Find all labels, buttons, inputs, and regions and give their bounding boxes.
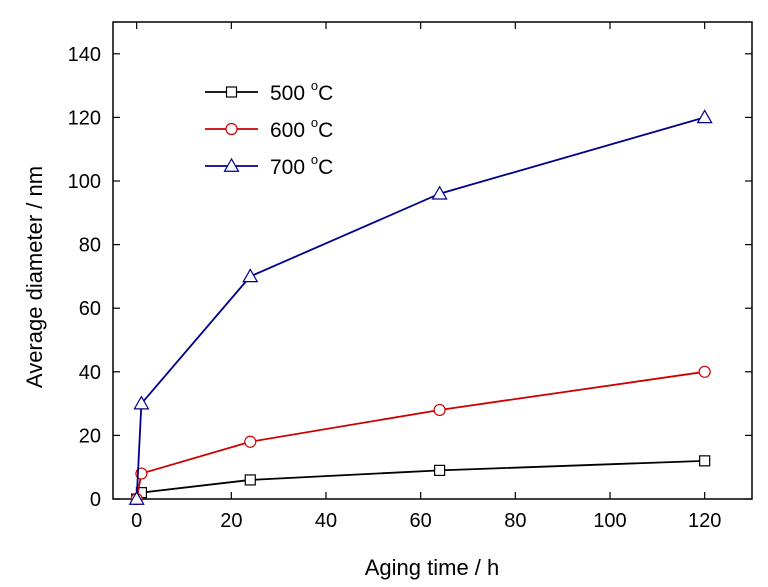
- legend-label-unit: C: [318, 119, 333, 142]
- y-axis-title: Average diameter / nm: [22, 166, 47, 388]
- series-2: [128, 109, 713, 505]
- y-tick-label: 60: [79, 298, 101, 320]
- data-point: [133, 395, 150, 410]
- series-line-2: [135, 116, 705, 500]
- x-tick-label: 100: [593, 510, 626, 532]
- legend-label-unit: C: [318, 156, 333, 179]
- x-tick-label: 0: [131, 510, 142, 532]
- y-tick-label: 140: [68, 44, 101, 66]
- legend-marker: [223, 157, 240, 172]
- y-tick-label: 120: [68, 107, 101, 129]
- y-tick-label: 80: [79, 235, 101, 257]
- legend-entry-1: 600 oC: [205, 115, 333, 142]
- legend-label: 500 oC: [270, 78, 333, 105]
- data-point: [433, 403, 446, 417]
- series-line-1: [135, 370, 705, 500]
- legend-label-unit: C: [318, 82, 333, 105]
- data-point: [696, 109, 713, 124]
- data-point: [434, 464, 446, 476]
- data-point: [699, 455, 711, 467]
- data-point: [244, 474, 256, 486]
- data-point: [244, 435, 257, 448]
- legend-label-value: 600: [270, 119, 311, 142]
- legend-label-value: 500: [270, 82, 311, 105]
- legend-label: 600 oC: [270, 115, 333, 142]
- data-point: [242, 268, 259, 283]
- legend-label-degree: o: [311, 78, 318, 93]
- legend-label-value: 700: [270, 156, 311, 179]
- x-axis-title: Aging time / h: [365, 555, 500, 580]
- legend-label-degree: o: [311, 152, 318, 167]
- x-tick-label: 40: [315, 510, 337, 532]
- legend-label: 700 oC: [270, 152, 333, 179]
- legend-marker: [225, 86, 238, 98]
- x-tick-label: 120: [688, 510, 721, 532]
- data-point: [128, 490, 145, 505]
- y-tick-label: 20: [79, 425, 101, 447]
- legend-entry-2: 700 oC: [205, 152, 333, 179]
- x-tick-label: 60: [410, 510, 432, 532]
- legend-marker: [225, 122, 238, 136]
- x-tick-label: 80: [504, 510, 526, 532]
- data-point: [431, 185, 448, 200]
- y-tick-label: 40: [79, 362, 101, 384]
- plot-frame: [112, 21, 753, 500]
- y-tick-label: 100: [68, 171, 101, 193]
- y-tick-label: 0: [90, 489, 101, 511]
- data-point: [698, 365, 711, 378]
- legend-entry-0: 500 oC: [205, 78, 333, 105]
- x-tick-label: 20: [220, 510, 242, 532]
- legend-label-degree: o: [311, 115, 318, 130]
